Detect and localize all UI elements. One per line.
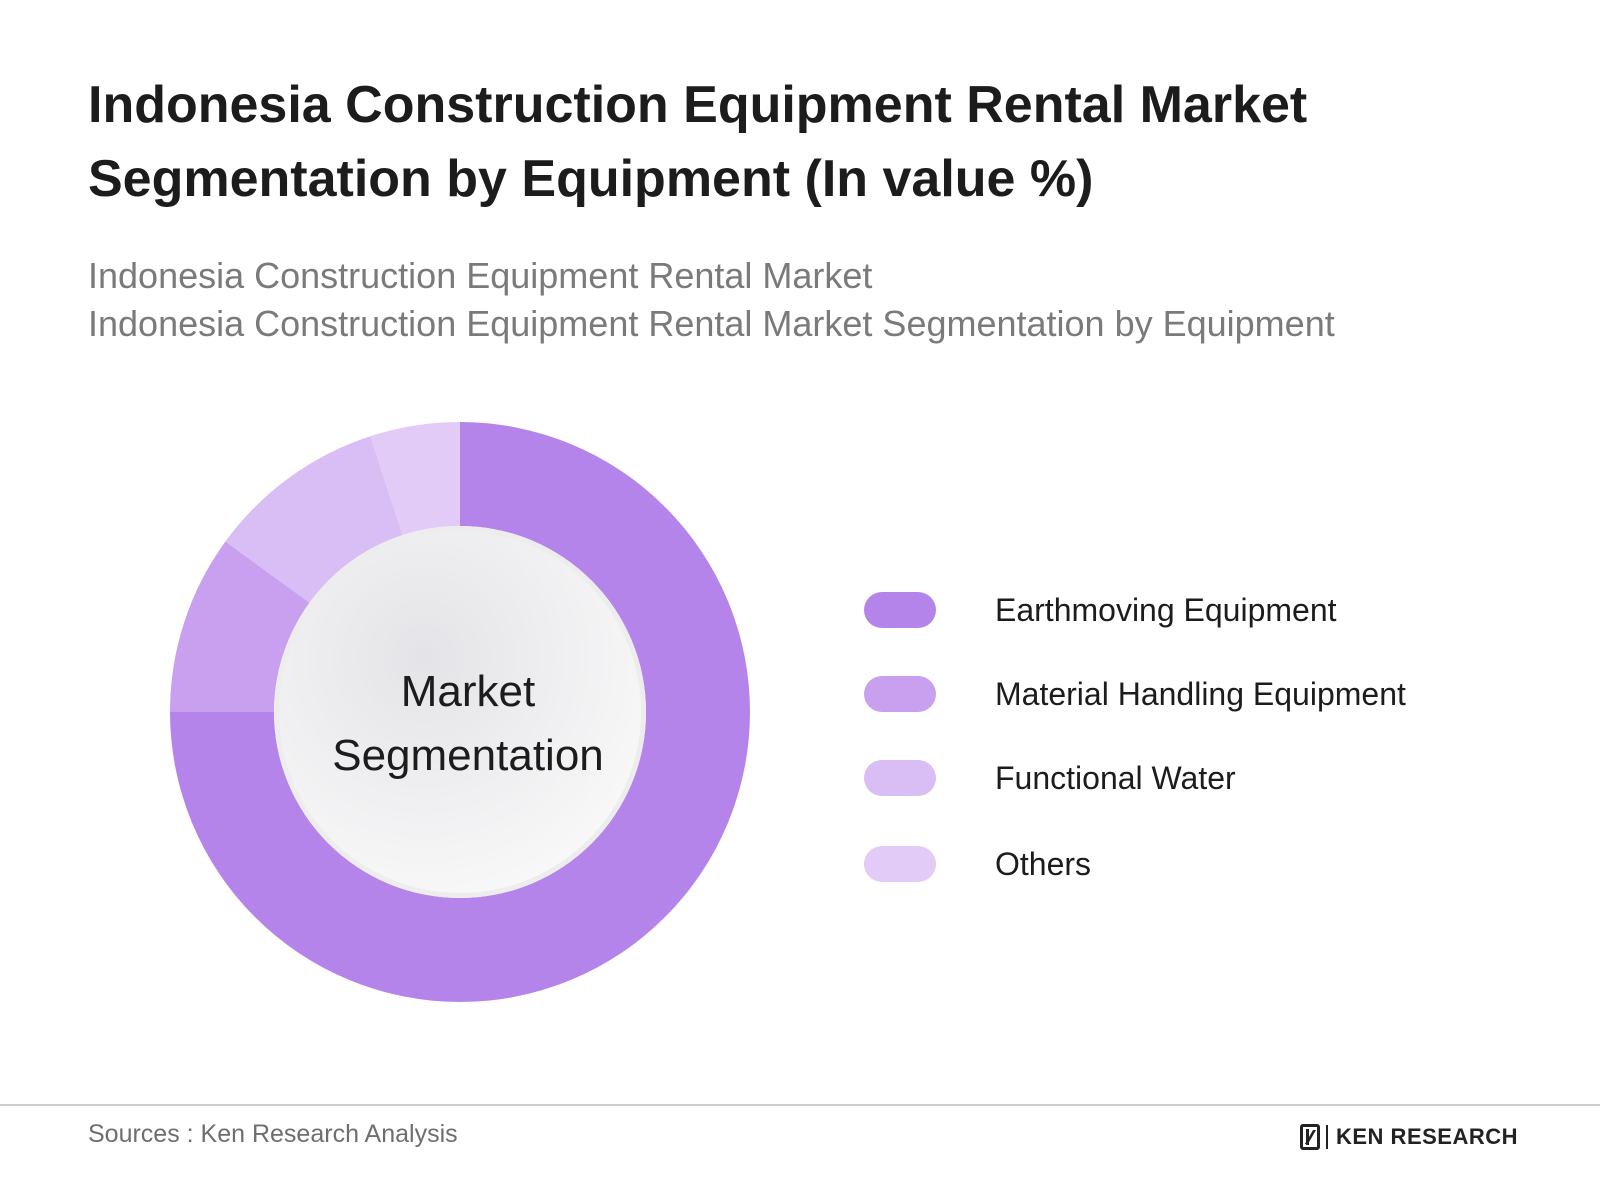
slice-material-handling bbox=[170, 541, 310, 712]
ken-research-logo: KEN RESEARCH bbox=[1300, 1122, 1518, 1152]
slice-earthmoving bbox=[170, 422, 750, 1002]
center-label-line-1: Market bbox=[400, 667, 536, 716]
donut-chart bbox=[170, 422, 750, 1002]
legend-swatch bbox=[864, 846, 936, 882]
legend-item-functional-water: Functional Water bbox=[864, 758, 1504, 798]
ken-research-mark-icon bbox=[1300, 1124, 1320, 1150]
source-note: Sources : Ken Research Analysis bbox=[88, 1120, 458, 1148]
legend-item-earthmoving: Earthmoving Equipment bbox=[864, 590, 1504, 630]
footer-divider bbox=[0, 1104, 1600, 1106]
center-label-line-2: Segmentation bbox=[332, 731, 604, 780]
legend-label: Earthmoving Equipment bbox=[995, 592, 1337, 628]
donut-center-face bbox=[279, 531, 641, 893]
legend-label: Others bbox=[995, 846, 1092, 882]
chart-title: Indonesia Construction Equipment Rental … bbox=[88, 76, 1308, 208]
subtitle-line-1: Indonesia Construction Equipment Rental … bbox=[88, 255, 873, 296]
brand-name: KEN RESEARCH bbox=[1336, 1124, 1519, 1149]
legend-label: Functional Water bbox=[995, 760, 1236, 796]
legend-swatch bbox=[864, 592, 936, 628]
chart-subtitle: Indonesia Construction Equipment Rental … bbox=[88, 252, 1538, 348]
legend-item-material-handling: Material Handling Equipment bbox=[864, 674, 1504, 714]
logo-divider bbox=[1326, 1125, 1328, 1149]
subtitle-line-2: Indonesia Construction Equipment Rental … bbox=[88, 303, 1335, 344]
slice-functional-water bbox=[225, 436, 403, 603]
slice-others bbox=[370, 422, 460, 536]
legend-swatch bbox=[864, 676, 936, 712]
legend-swatch bbox=[864, 760, 936, 796]
legend-item-others: Others bbox=[864, 844, 1504, 884]
legend-label: Material Handling Equipment bbox=[995, 676, 1406, 712]
donut-center-label: Market Segmentation bbox=[308, 660, 628, 788]
